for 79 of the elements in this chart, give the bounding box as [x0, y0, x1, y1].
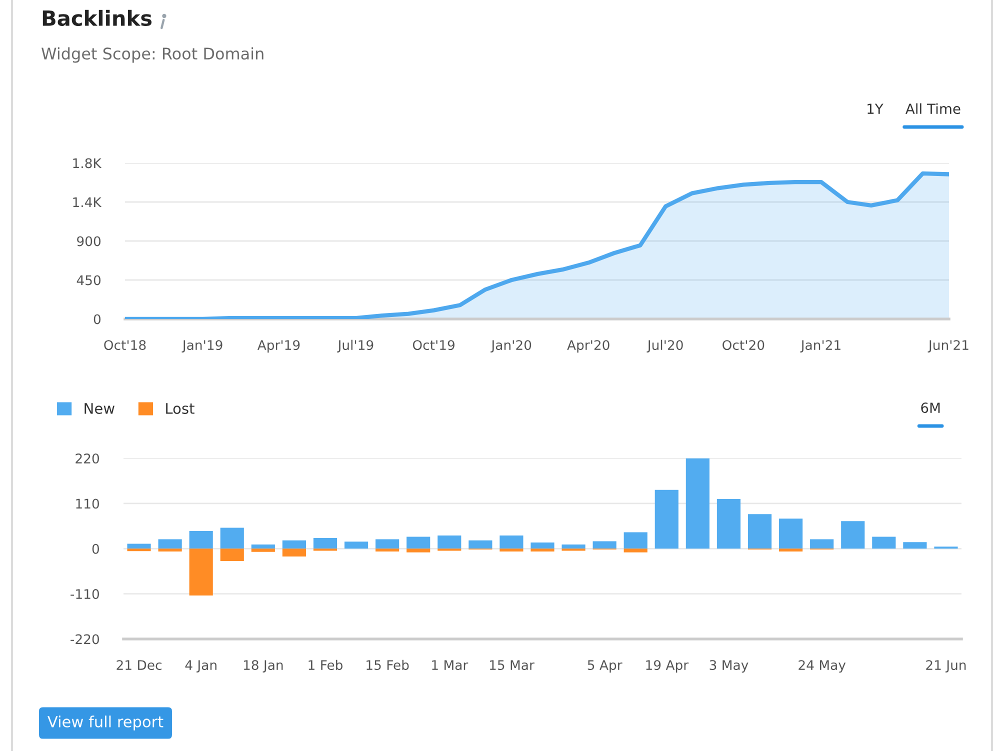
y-tick-label: 0 [92, 544, 100, 554]
bar [189, 548, 213, 596]
y-tick-label: 1.4K [73, 197, 102, 208]
y-tick-label: 900 [77, 236, 101, 246]
y-tick-label: 220 [76, 454, 100, 464]
x-tick-label: 24 May [798, 660, 846, 673]
x-tick-label: 1 Feb [308, 660, 342, 670]
bar [127, 544, 151, 549]
bar [562, 544, 586, 549]
x-tick-label: Oct'20 [722, 340, 764, 350]
x-tick-label: Jan'20 [490, 340, 532, 352]
bar [592, 541, 616, 549]
bar [872, 536, 896, 549]
bar [468, 540, 492, 549]
bar [654, 490, 678, 549]
bar [282, 548, 306, 556]
bar [220, 548, 244, 561]
bar [530, 548, 554, 552]
x-tick-label: 15 Feb [366, 660, 409, 670]
bar [841, 521, 865, 549]
bar [438, 536, 462, 549]
x-tick-label: Apr'20 [567, 340, 610, 353]
bar [500, 536, 524, 549]
legend-label: New [84, 403, 114, 414]
x-tick-label: 21 Dec [116, 660, 162, 670]
x-tick-label: Jun'21 [928, 340, 968, 352]
bar [406, 536, 430, 549]
x-tick-label: 4 Jan [185, 660, 216, 672]
chart-subtitle: Widget Scope: Root Domain [42, 47, 264, 63]
chart-title: Backlinks [42, 10, 152, 26]
y-tick-label: 450 [76, 275, 101, 286]
bar [220, 528, 244, 549]
bar [530, 542, 554, 549]
y-tick-label: 0 [94, 314, 101, 324]
x-tick-label: 21 Jun [926, 660, 966, 672]
bar [251, 544, 275, 549]
x-tick-label: Jul'19 [337, 340, 374, 352]
bar [624, 548, 648, 552]
x-tick-label: 19 Apr [646, 660, 689, 673]
text: View full report [48, 716, 164, 730]
x-tick-label: 5 Apr [588, 660, 622, 673]
x-tick-label: 15 Mar [490, 660, 534, 670]
bar [282, 540, 306, 549]
x-tick-label: Oct'18 [104, 340, 146, 350]
bar [779, 548, 803, 552]
bar [406, 548, 430, 552]
text: 1Y [868, 104, 884, 114]
bar [748, 514, 772, 549]
bar [686, 458, 710, 549]
y-tick-label: -110 [70, 589, 100, 600]
bar [810, 539, 834, 549]
bar [779, 518, 803, 549]
x-tick-label: 1 Mar [432, 660, 468, 670]
x-tick-label: Apr'19 [257, 340, 300, 353]
bar [500, 548, 524, 552]
x-tick-label: Jan'19 [182, 340, 222, 352]
text: 6M [921, 402, 940, 414]
bar [903, 542, 927, 549]
legend-label: Lost [166, 403, 194, 414]
x-tick-label: Jul'20 [646, 340, 683, 352]
bar [376, 548, 400, 552]
bar [624, 532, 648, 549]
bar [376, 539, 400, 549]
y-tick-label: 1.8K [73, 158, 102, 168]
x-tick-label: 3 May [710, 660, 748, 673]
x-tick-label: 18 Jan [244, 660, 283, 672]
x-tick-label: Oct'19 [412, 340, 454, 350]
bar [313, 538, 338, 549]
bar [127, 548, 151, 552]
y-tick-label: 110 [76, 498, 100, 509]
bar [158, 539, 182, 549]
bar [251, 548, 275, 552]
x-tick-label: Jan'21 [800, 340, 840, 352]
bar [344, 542, 368, 549]
bar [189, 530, 213, 549]
bar [158, 548, 182, 552]
y-tick-label: -220 [70, 634, 100, 644]
text: All Time [905, 103, 960, 114]
bar [716, 498, 741, 549]
